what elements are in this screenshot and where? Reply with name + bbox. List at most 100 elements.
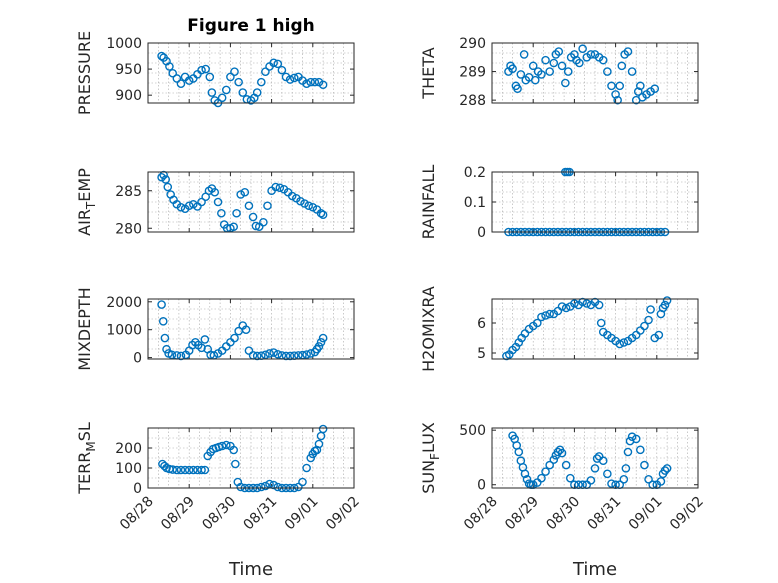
- data-point: [230, 67, 239, 76]
- data-point: [598, 456, 608, 466]
- y-axis-label: THETA: [419, 47, 438, 99]
- y-axis-label: MIXDEPTH: [75, 287, 94, 370]
- data-point: [232, 208, 241, 218]
- data-point: [508, 64, 517, 74]
- data-point: [210, 187, 220, 197]
- y-tick-label: 285: [115, 184, 142, 200]
- data-point: [184, 201, 194, 211]
- data-point: [165, 62, 174, 71]
- data-point: [201, 64, 210, 74]
- data-point: [197, 197, 206, 207]
- data-point: [563, 67, 573, 76]
- data-point: [159, 170, 168, 180]
- data-series: [157, 51, 328, 108]
- data-point: [541, 55, 550, 65]
- data-point: [273, 349, 283, 359]
- grid: [147, 428, 355, 488]
- data-point: [586, 50, 596, 59]
- data-point: [277, 65, 287, 75]
- data-point: [514, 447, 524, 457]
- data-point: [271, 182, 281, 192]
- x-tick-label: 08/30: [543, 494, 583, 534]
- data-point: [650, 84, 660, 94]
- data-point: [226, 72, 235, 82]
- y-tick-label: 0: [133, 481, 142, 497]
- data-point: [537, 473, 546, 483]
- data-point: [259, 217, 268, 227]
- data-point: [200, 335, 210, 344]
- data-point: [200, 465, 210, 475]
- y-tick-label: 0.2: [464, 165, 486, 181]
- data-point: [231, 459, 240, 469]
- data-point: [308, 202, 318, 212]
- data-point: [545, 460, 554, 470]
- data-point: [318, 333, 328, 343]
- data-point: [318, 80, 328, 90]
- grid: [147, 172, 355, 232]
- data-point: [316, 208, 326, 218]
- x-tick-label: 08/31: [241, 494, 281, 534]
- data-point: [590, 464, 600, 473]
- data-point: [640, 321, 649, 331]
- data-point: [306, 77, 316, 87]
- data-point: [528, 61, 538, 71]
- data-point: [615, 339, 625, 349]
- x-tick-label: 09/02: [667, 494, 707, 534]
- data-point: [221, 85, 231, 95]
- x-tick-label: 08/29: [502, 494, 542, 534]
- data-point: [256, 77, 266, 87]
- y-axis-label: AIRTEMP: [75, 168, 98, 236]
- data-point: [541, 311, 550, 320]
- data-point: [623, 47, 633, 56]
- data-series: [502, 296, 672, 361]
- data-point: [172, 465, 182, 475]
- grid: [491, 172, 699, 232]
- data-point: [160, 333, 170, 343]
- data-point: [275, 183, 285, 193]
- data-series: [504, 44, 660, 105]
- x-tick-label: 09/02: [323, 494, 363, 534]
- data-point: [578, 44, 587, 54]
- x-tick-label: 08/31: [585, 494, 625, 534]
- data-point: [273, 59, 283, 69]
- data-point: [217, 208, 226, 218]
- data-point: [644, 474, 653, 484]
- data-point: [565, 473, 575, 483]
- data-point: [207, 88, 217, 97]
- data-point: [240, 187, 250, 197]
- y-tick-label: 0.1: [464, 195, 486, 211]
- data-point: [561, 78, 570, 88]
- data-point: [176, 351, 186, 361]
- data-series: [158, 424, 328, 493]
- y-tick-label: 289: [459, 65, 486, 81]
- y-axis-label: PRESSURE: [75, 31, 94, 115]
- data-point: [603, 67, 612, 76]
- y-tick-label: 0: [133, 351, 142, 367]
- data-point: [314, 439, 324, 449]
- subplot-sun-flux: 0 500 08/28 08/29 08/30 08/31 09/01 09/02 SUNFLU…: [419, 422, 707, 533]
- data-point: [596, 318, 606, 328]
- subplot-theta: 288 289 290 THETA: [419, 36, 699, 109]
- x-tick-label: 08/30: [199, 494, 239, 534]
- data-point: [176, 79, 186, 88]
- data-series: [157, 300, 328, 361]
- data-point: [302, 350, 311, 359]
- data-point: [287, 191, 297, 201]
- data-point: [172, 74, 182, 83]
- y-tick-label: 200: [115, 441, 142, 457]
- data-point: [158, 317, 168, 326]
- subplot-air-temp: 280 285 AIRTEMP: [75, 168, 355, 237]
- data-point: [252, 351, 262, 361]
- data-point: [619, 338, 629, 347]
- data-point: [289, 73, 299, 83]
- data-point: [302, 463, 311, 473]
- data-point: [619, 474, 629, 484]
- data-point: [662, 296, 672, 305]
- data-point: [285, 351, 295, 361]
- data-point: [157, 300, 166, 309]
- data-point: [627, 432, 637, 442]
- y-tick-label: 100: [115, 461, 142, 477]
- data-point: [238, 88, 248, 97]
- data-point: [611, 90, 620, 99]
